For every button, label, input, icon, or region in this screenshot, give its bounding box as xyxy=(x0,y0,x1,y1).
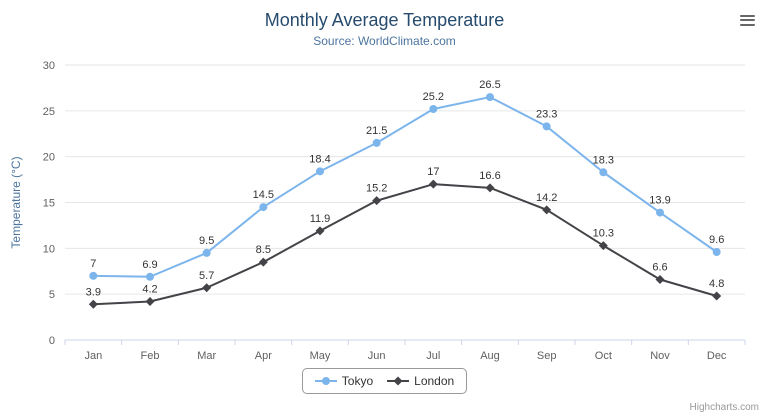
data-point-marker[interactable] xyxy=(655,275,665,284)
x-tick-label: Nov xyxy=(650,350,670,362)
data-label: 8.5 xyxy=(256,244,271,256)
x-tick-label: Sep xyxy=(537,350,557,362)
data-label: 14.5 xyxy=(253,189,274,201)
data-point-marker[interactable] xyxy=(259,203,268,212)
data-point-marker[interactable] xyxy=(145,297,155,306)
data-point-marker[interactable] xyxy=(372,196,382,206)
data-point-marker[interactable] xyxy=(202,248,211,257)
y-tick-label: 20 xyxy=(43,152,55,164)
data-point-marker[interactable] xyxy=(656,208,664,217)
series-london: 3.9 4.2 5.7 8.5 11.9 15.2 17 16.6 14.2 10.3 6.6 4.8 xyxy=(86,166,724,309)
data-label: 17 xyxy=(427,166,439,178)
legend-item-label: Tokyo xyxy=(341,374,374,388)
data-label: 10.3 xyxy=(593,228,614,240)
chart-title: Monthly Average Temperature xyxy=(264,10,505,30)
data-label: 18.4 xyxy=(309,153,330,165)
data-label: 15.2 xyxy=(366,183,387,195)
context-menu-button[interactable] xyxy=(735,10,759,30)
legend-diamond-marker-icon xyxy=(387,376,410,386)
data-point-marker[interactable] xyxy=(598,241,608,251)
y-tick-label: 0 xyxy=(49,335,55,347)
x-tick-label: Apr xyxy=(255,350,272,362)
data-point-marker[interactable] xyxy=(146,272,154,281)
data-point-marker[interactable] xyxy=(712,248,721,256)
data-point-marker[interactable] xyxy=(372,138,381,147)
data-label: 18.3 xyxy=(593,154,614,166)
legend: Tokyo London xyxy=(0,368,769,394)
x-tick-label: Aug xyxy=(480,350,500,362)
data-label: 9.5 xyxy=(199,235,214,247)
x-tick-label: Jan xyxy=(84,350,102,362)
data-point-marker[interactable] xyxy=(599,168,608,177)
series-tokyo: 7 6.9 9.5 14.5 18.4 21.5 25.2 26.5 23.3 18.3 13.9 9… xyxy=(89,79,724,281)
series-line-london xyxy=(93,183,717,306)
legend-item-tokyo[interactable]: Tokyo xyxy=(314,374,374,388)
data-label: 11.9 xyxy=(310,213,331,225)
series-line-tokyo xyxy=(93,96,718,278)
legend-circle-marker-icon xyxy=(314,377,337,385)
x-tick-label: Oct xyxy=(595,350,612,362)
data-point-marker[interactable] xyxy=(89,271,98,280)
x-tick-label: Jun xyxy=(368,350,386,362)
data-point-marker[interactable] xyxy=(428,179,438,189)
data-label: 21.5 xyxy=(366,125,387,137)
data-label: 9.6 xyxy=(709,234,724,246)
data-label: 6.6 xyxy=(652,262,667,274)
data-label: 5.7 xyxy=(199,270,214,282)
y-tick-label: 15 xyxy=(43,198,55,210)
y-tick-label: 25 xyxy=(43,106,55,118)
y-axis-title: Temperature (°C) xyxy=(9,156,23,248)
data-label: 25.2 xyxy=(423,91,444,103)
data-point-marker[interactable] xyxy=(316,167,324,176)
y-tick-label: 30 xyxy=(43,60,55,72)
data-point-marker[interactable] xyxy=(542,205,552,215)
data-point-marker[interactable] xyxy=(429,105,438,113)
data-label: 14.2 xyxy=(536,192,557,204)
data-label: 6.9 xyxy=(142,259,157,271)
x-tick-label: Feb xyxy=(141,350,160,362)
data-label: 26.5 xyxy=(479,79,500,91)
data-label: 13.9 xyxy=(649,195,670,207)
x-tick-label: Jul xyxy=(426,350,440,362)
data-point-marker[interactable] xyxy=(485,183,495,193)
data-label: 4.2 xyxy=(142,284,157,296)
x-tick-label: Dec xyxy=(707,350,727,362)
data-point-marker[interactable] xyxy=(542,122,551,131)
data-label: 16.6 xyxy=(479,170,500,182)
y-tick-label: 5 xyxy=(49,289,55,301)
legend-box: Tokyo London xyxy=(301,368,468,394)
data-point-marker[interactable] xyxy=(712,291,722,301)
data-label: 7 xyxy=(90,258,96,270)
x-tick-label: Mar xyxy=(197,350,216,362)
legend-item-london[interactable]: London xyxy=(387,374,454,388)
data-point-marker[interactable] xyxy=(88,299,98,309)
hamburger-menu-icon xyxy=(739,12,755,28)
chart-subtitle: Source: WorldClimate.com xyxy=(313,34,456,48)
data-point-marker[interactable] xyxy=(202,283,212,293)
data-point-marker[interactable] xyxy=(258,257,268,267)
data-point-marker[interactable] xyxy=(486,93,494,102)
y-tick-label: 10 xyxy=(43,243,55,255)
data-label: 23.3 xyxy=(536,108,557,120)
legend-item-label: London xyxy=(414,374,455,388)
data-label: 3.9 xyxy=(86,286,101,298)
highcharts-credits[interactable]: Highcharts.com xyxy=(689,402,759,413)
x-tick-label: May xyxy=(310,350,331,362)
data-point-marker[interactable] xyxy=(315,226,325,236)
data-label: 4.8 xyxy=(709,278,724,290)
